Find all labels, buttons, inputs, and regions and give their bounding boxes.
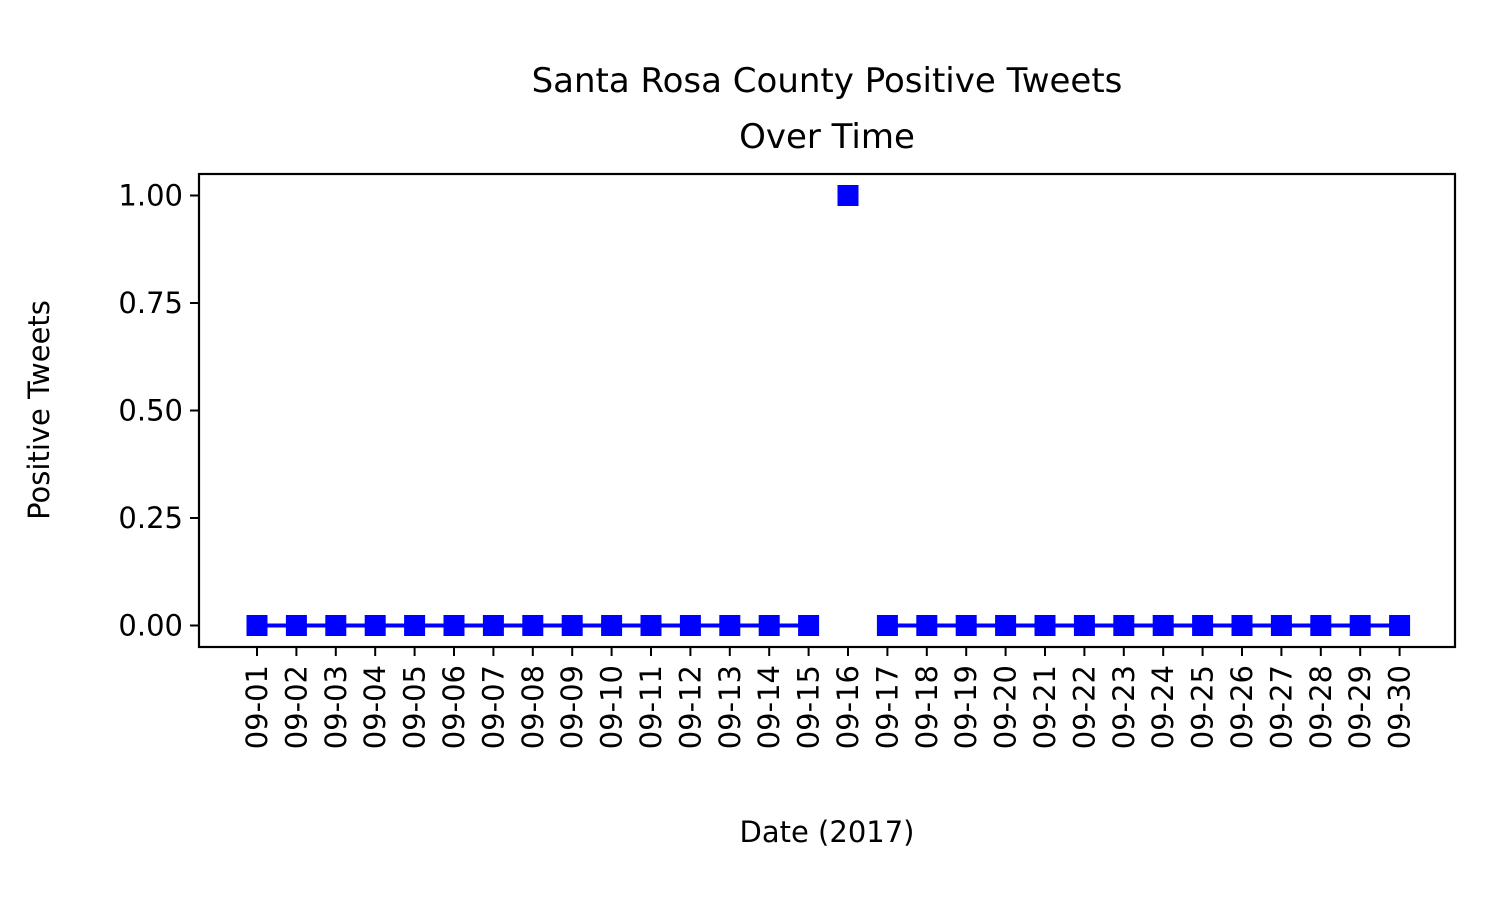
data-point-marker: [837, 185, 859, 206]
x-tick-label: 09-15: [792, 665, 826, 749]
data-point-marker: [1192, 615, 1214, 636]
y-tick-label: 1.00: [118, 179, 183, 213]
x-tick-label: 09-09: [555, 665, 589, 749]
data-point-marker: [1152, 615, 1174, 636]
data-point-marker: [1073, 615, 1095, 636]
x-tick-label: 09-10: [595, 665, 629, 749]
y-tick-label: 0.00: [118, 609, 183, 643]
y-tick-label: 0.50: [118, 394, 183, 428]
x-axis: 09-01 09-02 09-03 09-04 09-05 09-06 09-07 09-08…: [240, 647, 1417, 749]
x-tick-label: 09-07: [476, 665, 510, 749]
x-tick-label: 09-06: [437, 665, 471, 749]
x-tick-label: 09-11: [634, 665, 668, 749]
data-point-marker: [443, 615, 465, 636]
x-tick-label: 09-18: [910, 665, 944, 749]
data-point-marker: [482, 615, 504, 636]
x-tick-label: 09-26: [1225, 665, 1259, 749]
x-tick-label: 09-20: [989, 665, 1023, 749]
x-tick-label: 09-08: [516, 665, 550, 749]
data-point-marker: [640, 615, 662, 636]
x-tick-label: 09-04: [358, 665, 392, 749]
data-point-marker: [601, 615, 623, 636]
data-point-marker: [1349, 615, 1371, 636]
x-tick-label: 09-19: [949, 665, 983, 749]
chart-title-line-2: Over Time: [739, 117, 915, 157]
data-point-marker: [1389, 615, 1411, 636]
y-tick-label: 0.75: [118, 286, 183, 320]
data-point-marker: [758, 615, 780, 636]
data-point-marker: [325, 615, 347, 636]
data-point-marker: [364, 615, 386, 636]
x-tick-label: 09-17: [870, 665, 904, 749]
y-axis-label: Positive Tweets: [22, 300, 56, 520]
x-tick-label: 09-29: [1343, 665, 1377, 749]
data-point-marker: [798, 615, 820, 636]
x-tick-label: 09-12: [673, 665, 707, 749]
x-tick-label: 09-13: [713, 665, 747, 749]
plot-area: [246, 185, 1411, 636]
data-point-marker: [1231, 615, 1253, 636]
data-point-marker: [404, 615, 426, 636]
x-tick-label: 09-14: [752, 665, 786, 749]
data-point-marker: [679, 615, 701, 636]
x-tick-label: 09-21: [1028, 665, 1062, 749]
x-tick-label: 09-23: [1107, 665, 1141, 749]
data-point-marker: [522, 615, 544, 636]
chart-title-line-1: Santa Rosa County Positive Tweets: [532, 61, 1123, 101]
data-point-marker: [285, 615, 307, 636]
data-point-marker: [719, 615, 741, 636]
data-point-marker: [955, 615, 977, 636]
x-tick-label: 09-28: [1304, 665, 1338, 749]
data-point-marker: [916, 615, 938, 636]
x-tick-label: 09-03: [319, 665, 353, 749]
x-tick-label: 09-05: [398, 665, 432, 749]
data-point-marker: [1034, 615, 1056, 636]
x-tick-label: 09-27: [1264, 665, 1298, 749]
x-tick-label: 09-16: [831, 665, 865, 749]
x-tick-label: 09-24: [1146, 665, 1180, 749]
series: [246, 185, 1411, 636]
data-point-marker: [1113, 615, 1135, 636]
x-tick-label: 09-02: [279, 665, 313, 749]
x-tick-label: 09-30: [1383, 665, 1417, 749]
data-point-marker: [1310, 615, 1332, 636]
x-axis-label: Date (2017): [740, 815, 915, 849]
x-tick-label: 09-01: [240, 665, 274, 749]
data-point-marker: [876, 615, 898, 636]
data-point-marker: [995, 615, 1017, 636]
data-point-marker: [246, 615, 268, 636]
data-point-marker: [561, 615, 583, 636]
y-axis: 0.00 0.25 0.50 0.75 1.00: [118, 179, 199, 643]
x-tick-label: 09-25: [1186, 665, 1220, 749]
data-point-marker: [1270, 615, 1292, 636]
x-tick-label: 09-22: [1067, 665, 1101, 749]
y-tick-label: 0.25: [118, 501, 183, 535]
